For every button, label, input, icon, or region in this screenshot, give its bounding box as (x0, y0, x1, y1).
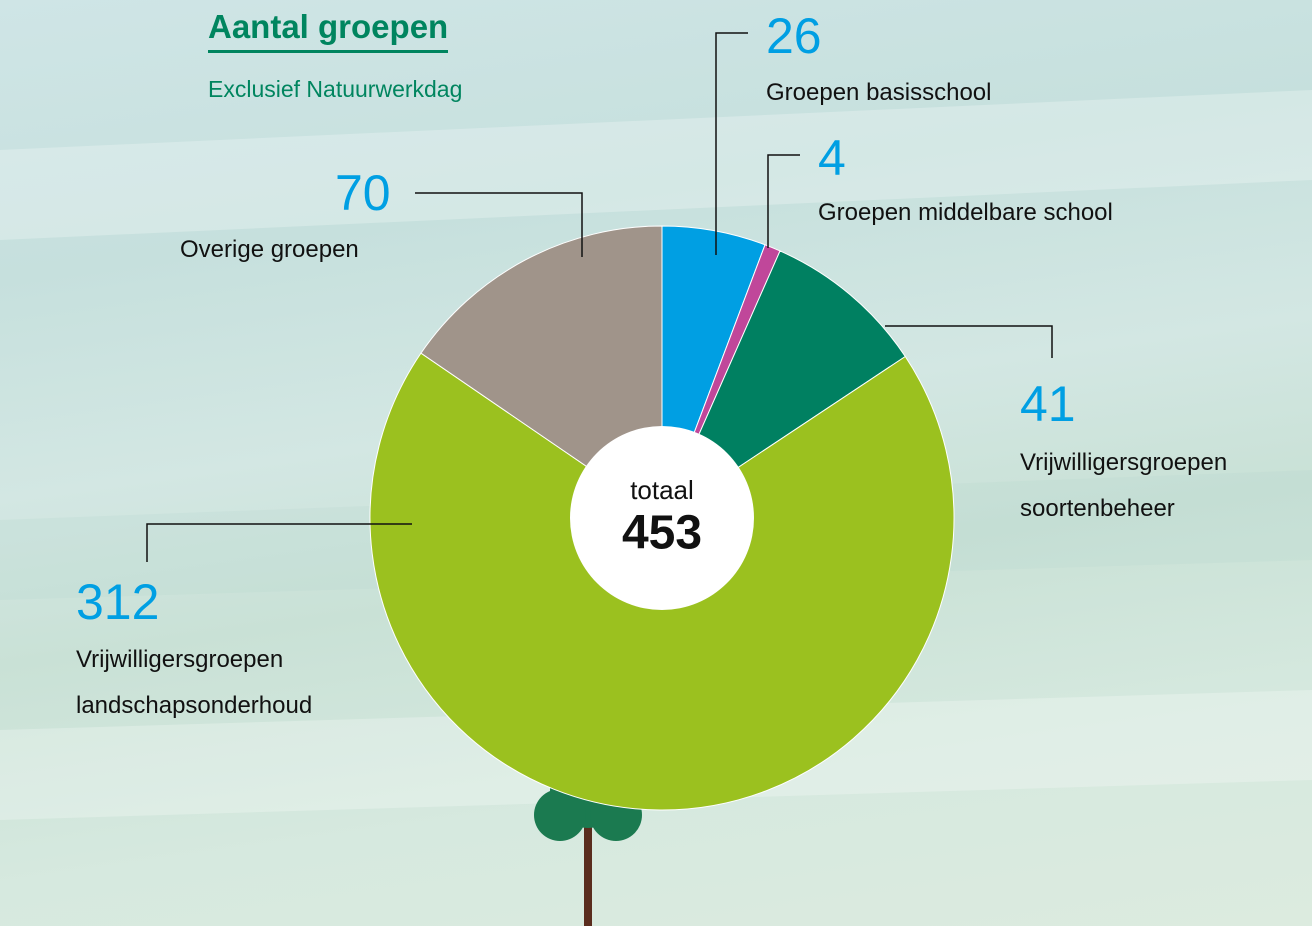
category-label: Groepen middelbare school (818, 190, 1218, 236)
chart-subtitle: Exclusief Natuurwerkdag (208, 76, 462, 103)
category-label: Groepen basisschool (766, 70, 1086, 116)
category-label: Vrijwilligersgroepen soortenbeheer (1020, 440, 1295, 532)
category-label: Vrijwilligersgroepen landschapsonderhoud (76, 637, 376, 729)
page: totaal453 Aantal groepen Exclusief Natuu… (0, 0, 1312, 926)
center-total: 453 (622, 507, 702, 560)
leader-line (885, 326, 1052, 358)
value-label: 312 (76, 574, 159, 630)
value-label: 41 (1020, 376, 1076, 432)
category-label: Overige groepen (180, 227, 440, 273)
chart-title: Aantal groepen (208, 8, 448, 53)
value-label: 4 (818, 130, 846, 186)
center-label: totaal (630, 475, 694, 505)
value-label: 26 (766, 8, 822, 64)
value-label: 70 (335, 165, 391, 221)
